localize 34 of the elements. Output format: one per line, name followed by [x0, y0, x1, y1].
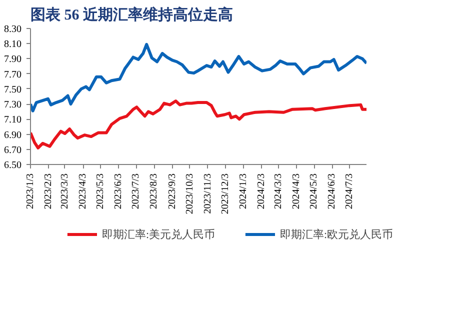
x-tick-label: 2024/4/3	[291, 173, 302, 210]
x-tick-label: 2023/9/3	[166, 173, 178, 210]
legend-label: 即期汇率:美元兑人民币	[102, 228, 215, 242]
x-tick-label: 2023/4/3	[78, 173, 88, 210]
y-tick-label: 7.10	[4, 114, 22, 126]
x-tick-label: 2024/7/3	[344, 173, 356, 210]
y-tick-label: 8.30	[4, 24, 22, 35]
x-tick-label: 2024/2/3	[256, 173, 267, 210]
line-series	[30, 42, 366, 112]
x-tick-label: 2023/1/3	[25, 173, 36, 210]
y-tick-label: 6.50	[4, 160, 22, 171]
y-tick-label: 7.70	[4, 69, 22, 80]
x-tick-label: 2024/5/3	[308, 173, 320, 210]
y-tick-label: 7.30	[4, 100, 22, 111]
x-tick-label: 2023/6/3	[113, 173, 124, 210]
x-tick-label: 2023/12/3	[220, 173, 231, 214]
line-series	[30, 100, 366, 150]
y-tick-label: 6.70	[4, 144, 22, 156]
x-tick-label: 2023/7/3	[130, 173, 142, 210]
x-tick-label: 2023/3/3	[59, 173, 70, 210]
y-tick-label: 7.50	[4, 84, 22, 96]
x-tick-label: 2024/1/3	[238, 173, 249, 210]
chart-title: 图表 56 近期汇率维持高位走高	[30, 6, 233, 24]
x-tick-label: 2023/11/3	[202, 174, 214, 214]
x-tick-label: 2023/10/3	[184, 173, 196, 214]
y-tick-label: 7.90	[4, 54, 22, 66]
x-tick-label: 2024/6/3	[326, 173, 338, 210]
y-tick-label: 6.90	[4, 130, 22, 141]
x-tick-label: 2023/2/3	[43, 173, 54, 210]
x-tick-label: 2023/5/3	[95, 173, 106, 210]
y-tick-label: 8.10	[4, 39, 22, 50]
x-tick-label: 2023/8/3	[148, 173, 160, 210]
legend-label: 即期汇率:欧元兑人民币	[280, 228, 394, 242]
x-tick-label: 2024/3/3	[272, 173, 284, 210]
